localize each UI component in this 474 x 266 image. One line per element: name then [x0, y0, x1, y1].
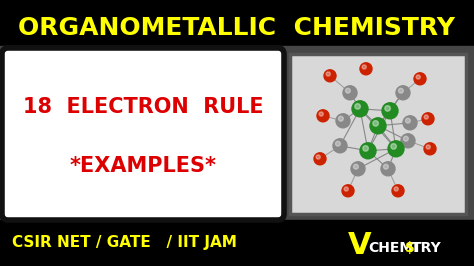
Circle shape	[346, 88, 350, 93]
Bar	[0, 220, 474, 266]
Circle shape	[352, 101, 368, 117]
Circle shape	[363, 146, 368, 151]
Circle shape	[416, 75, 420, 79]
Circle shape	[426, 145, 430, 149]
Circle shape	[370, 118, 386, 134]
Circle shape	[360, 63, 372, 75]
Circle shape	[326, 72, 330, 76]
Circle shape	[343, 86, 357, 100]
Circle shape	[314, 153, 326, 165]
Circle shape	[405, 118, 410, 123]
Bar	[290, 54, 466, 214]
Circle shape	[317, 110, 329, 122]
Circle shape	[382, 103, 398, 119]
Circle shape	[424, 115, 428, 119]
Text: V: V	[348, 231, 372, 260]
Text: CSIR NET / GATE   / IIT JAM: CSIR NET / GATE / IIT JAM	[12, 235, 237, 251]
Circle shape	[401, 134, 415, 148]
Bar	[0, 46, 474, 220]
Text: CHEMI: CHEMI	[368, 241, 418, 255]
Circle shape	[362, 65, 366, 69]
Circle shape	[392, 185, 404, 197]
Circle shape	[373, 120, 378, 126]
Circle shape	[385, 106, 391, 111]
Circle shape	[403, 136, 408, 141]
Circle shape	[342, 185, 354, 197]
Text: 18  ELECTRON  RULE: 18 ELECTRON RULE	[23, 97, 264, 117]
Circle shape	[344, 187, 348, 191]
Text: TRY: TRY	[412, 241, 442, 255]
Circle shape	[354, 164, 358, 169]
Text: ORGANOMETALLIC  CHEMISTRY: ORGANOMETALLIC CHEMISTRY	[18, 16, 456, 40]
Text: *EXAMPLES*: *EXAMPLES*	[70, 156, 217, 176]
Circle shape	[424, 143, 436, 155]
Circle shape	[316, 155, 320, 159]
Circle shape	[333, 139, 347, 153]
Circle shape	[414, 73, 426, 85]
Circle shape	[396, 86, 410, 100]
Circle shape	[383, 164, 388, 169]
Circle shape	[391, 144, 396, 149]
Circle shape	[422, 113, 434, 125]
Circle shape	[336, 114, 350, 128]
Circle shape	[399, 88, 403, 93]
Circle shape	[355, 103, 360, 109]
Text: $: $	[405, 241, 415, 255]
Circle shape	[324, 70, 336, 82]
Bar	[0, 0, 474, 50]
Circle shape	[388, 141, 404, 157]
Circle shape	[394, 187, 398, 191]
Circle shape	[360, 143, 376, 159]
Circle shape	[381, 162, 395, 176]
Circle shape	[336, 141, 340, 146]
Circle shape	[403, 116, 417, 130]
Circle shape	[319, 112, 323, 116]
FancyBboxPatch shape	[2, 48, 284, 220]
Circle shape	[338, 116, 343, 121]
Circle shape	[351, 162, 365, 176]
